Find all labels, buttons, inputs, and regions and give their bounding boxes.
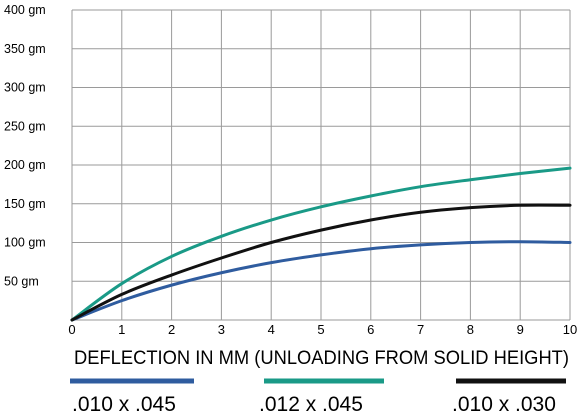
series-line-010-x-030 bbox=[70, 203, 572, 322]
x-tick-label: 6 bbox=[367, 322, 374, 337]
y-tick-label: 300 gm bbox=[4, 81, 46, 95]
series-line-010-x-045 bbox=[70, 240, 572, 322]
legend-label-012-x-045: .012 x .045 bbox=[259, 393, 363, 416]
legend-label-010-x-030: .010 x .030 bbox=[452, 393, 556, 416]
y-axis-tick-labels: 50 gm 100 gm 150 gm 200 gm 250 gm 300 gm 350 g… bbox=[4, 3, 46, 288]
x-tick-label: 2 bbox=[168, 322, 175, 337]
x-axis-tick-labels: 0 1 2 3 4 5 6 7 8 9 10 bbox=[68, 322, 577, 337]
x-tick-label: 9 bbox=[517, 322, 524, 337]
y-tick-label: 50 gm bbox=[4, 274, 39, 288]
legend-label-010-x-045: .010 x .045 bbox=[72, 393, 176, 416]
x-axis-title: DEFLECTION IN MM (UNLOADING FROM SOLID H… bbox=[74, 348, 569, 369]
grid bbox=[71, 9, 571, 321]
x-tick-label: 1 bbox=[118, 322, 125, 337]
x-tick-label: 5 bbox=[317, 322, 324, 337]
y-tick-label: 250 gm bbox=[4, 119, 46, 133]
y-tick-label: 100 gm bbox=[4, 236, 46, 250]
y-tick-label: 150 gm bbox=[4, 197, 46, 211]
y-tick-label: 200 gm bbox=[4, 158, 46, 172]
x-tick-label: 7 bbox=[417, 322, 424, 337]
legend: .010 x .045 .012 x .045 .010 x .030 bbox=[70, 378, 566, 416]
x-tick-label: 8 bbox=[467, 322, 474, 337]
series-lines bbox=[70, 166, 572, 322]
x-tick-label: 4 bbox=[268, 322, 275, 337]
series-line-012-x-045 bbox=[70, 166, 572, 322]
x-tick-label: 10 bbox=[563, 322, 577, 337]
x-tick-label: 0 bbox=[68, 322, 75, 337]
y-tick-label: 400 gm bbox=[4, 3, 46, 17]
x-tick-label: 3 bbox=[218, 322, 225, 337]
y-tick-label: 350 gm bbox=[4, 42, 46, 56]
